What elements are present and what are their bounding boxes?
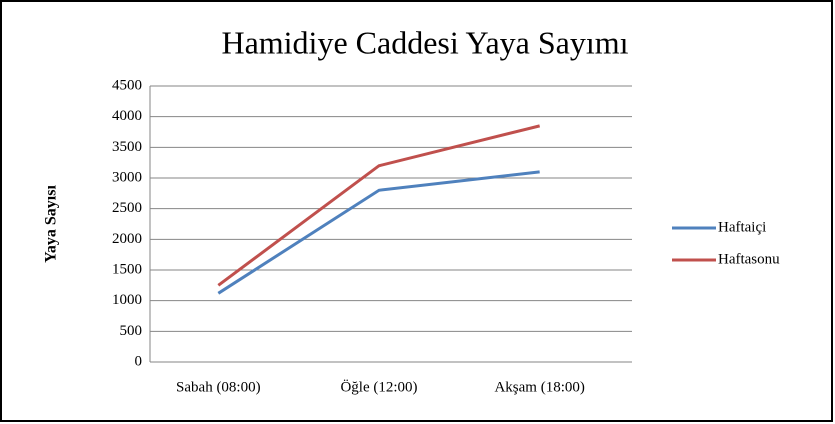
- x-tick-label: Akşam (18:00): [494, 379, 584, 395]
- y-tick-label: 3000: [112, 169, 142, 185]
- y-axis-label: Yaya Sayısı: [43, 185, 60, 263]
- y-tick-label: 3500: [112, 139, 142, 155]
- y-tick-label: 4500: [112, 77, 142, 93]
- x-tick-label: Sabah (08:00): [176, 379, 261, 395]
- y-tick-label: 0: [135, 353, 143, 369]
- line-series: [217, 124, 541, 287]
- legend-label: Haftaiçi: [718, 219, 766, 235]
- chart-title: Hamidiye Caddesi Yaya Sayımı: [221, 24, 628, 60]
- line-series: [217, 170, 540, 295]
- y-tick-label: 500: [120, 323, 143, 339]
- y-tick-label: 4000: [112, 108, 142, 124]
- y-tick-label: 1500: [112, 261, 142, 277]
- legend-label: Haftasonu: [718, 251, 780, 267]
- y-tick-label: 2500: [112, 200, 142, 216]
- y-tick-label: 1000: [112, 292, 142, 308]
- y-tick-label: 2000: [112, 231, 142, 247]
- x-tick-label: Öğle (12:00): [340, 378, 417, 395]
